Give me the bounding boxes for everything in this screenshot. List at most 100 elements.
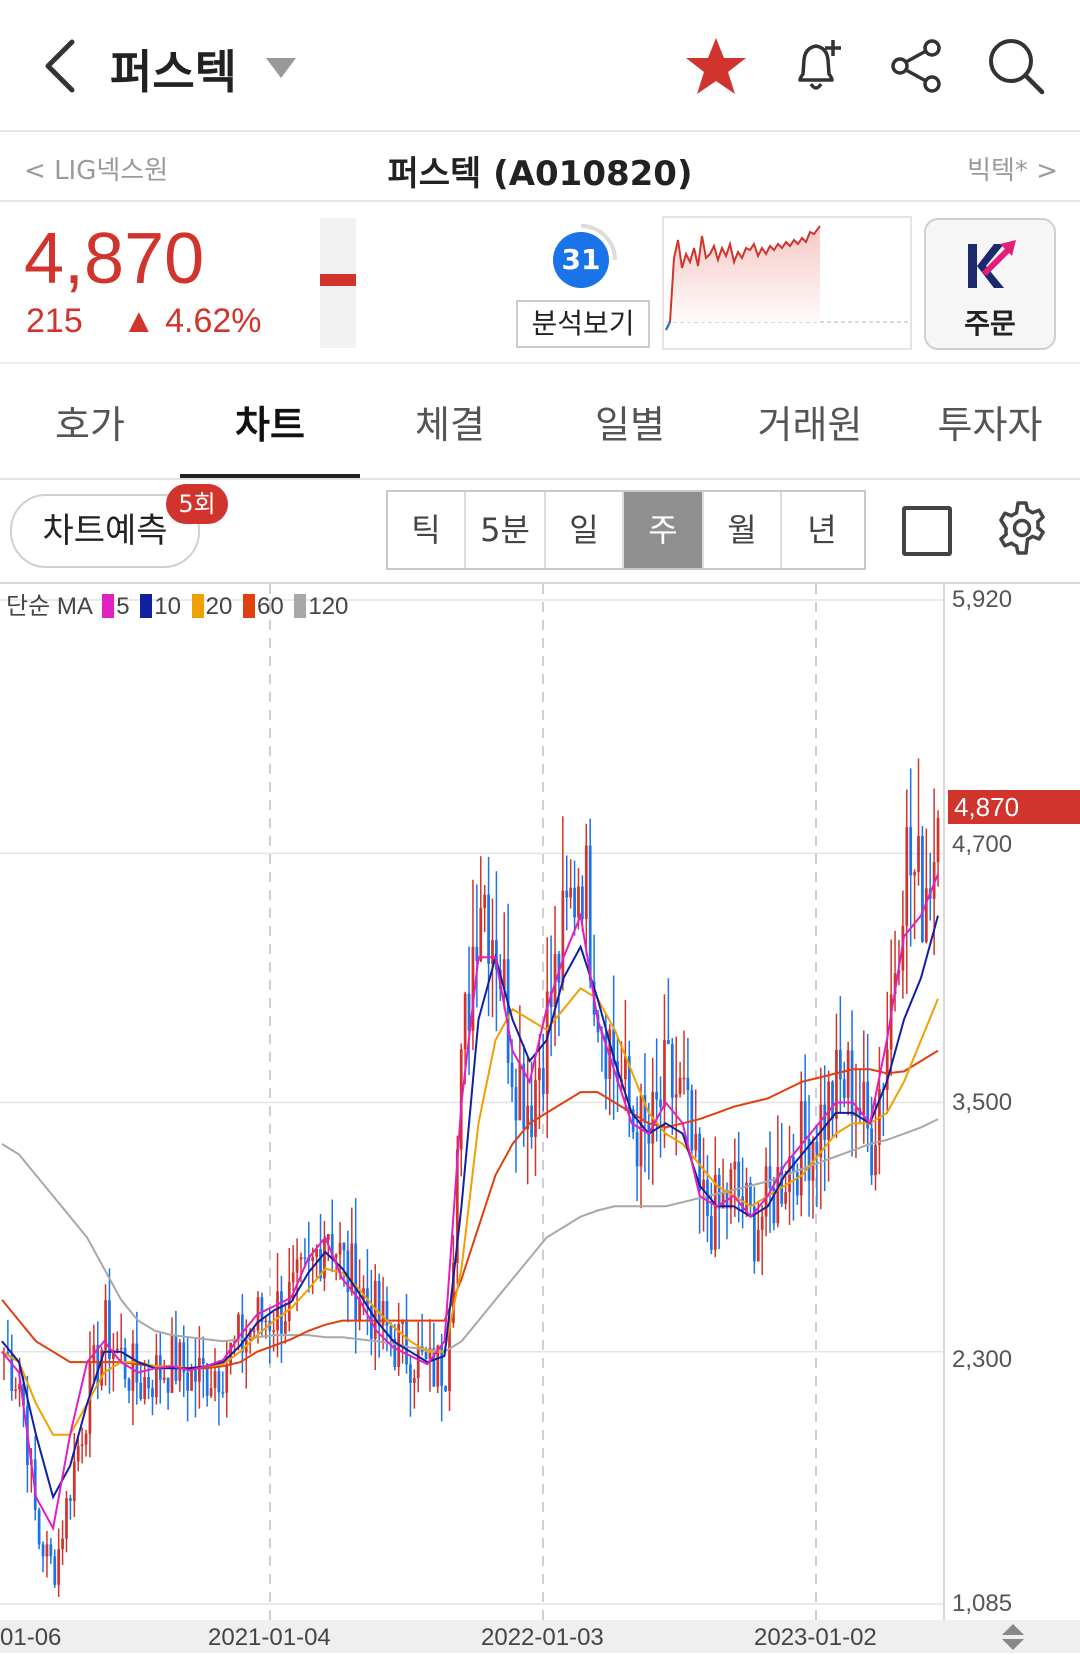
candle-body (280, 1291, 283, 1334)
candle-body (768, 1166, 772, 1189)
order-button[interactable]: 주문 (924, 218, 1056, 350)
candle-body (569, 887, 573, 898)
tab-brokers[interactable]: 거래원 (757, 403, 863, 447)
candle-body (315, 1249, 318, 1257)
candle-body (334, 1254, 338, 1258)
candle-body (784, 1192, 787, 1204)
prev-stock-link[interactable]: < LIG넥스원 (24, 156, 169, 186)
candle-body (76, 1446, 80, 1462)
candle-body (752, 1206, 756, 1262)
candle-body (401, 1319, 404, 1324)
candle-body (198, 1358, 201, 1382)
period-5min[interactable]: 5분 (466, 492, 546, 568)
candle-body (225, 1365, 229, 1393)
intraday-sparkline[interactable] (662, 216, 912, 350)
price-range-bar (320, 218, 356, 348)
period-week[interactable]: 주 (624, 492, 704, 568)
candle-body (100, 1350, 104, 1386)
legend-swatch-ma20 (191, 594, 204, 618)
candle-body (815, 1141, 819, 1158)
candle-body (573, 887, 576, 918)
star-favorite-icon[interactable] (684, 34, 748, 98)
candle-body (252, 1330, 256, 1333)
candle-body (518, 1063, 522, 1121)
candle-body (436, 1345, 440, 1387)
chevron-down-icon[interactable] (266, 58, 296, 78)
legend-ma60: 60 (256, 593, 284, 620)
candle-body (37, 1509, 41, 1545)
page-title[interactable]: 퍼스텍 (110, 45, 237, 99)
candle-body (311, 1256, 315, 1262)
candle-body (475, 946, 479, 962)
tab-investors[interactable]: 투자자 (937, 403, 1043, 447)
candle-body (639, 1095, 643, 1167)
legend-ma10: 10 (154, 593, 181, 620)
candle-body (455, 1149, 459, 1263)
candle-body (936, 818, 940, 863)
period-year[interactable]: 년 (807, 511, 837, 549)
candle-body (874, 1144, 877, 1176)
candle-body (69, 1498, 72, 1502)
tab-orderbook[interactable]: 호가 (55, 403, 125, 447)
candle-body (581, 886, 584, 920)
fullscreen-square-icon[interactable] (902, 506, 952, 556)
candle-body (663, 1040, 666, 1108)
candle-body (295, 1259, 299, 1273)
candle-body (342, 1242, 346, 1251)
next-stock-link[interactable]: 빅텍* > (967, 156, 1058, 186)
gear-icon[interactable] (994, 500, 1050, 556)
period-tick[interactable]: 틱 (388, 492, 466, 568)
price-chart-area[interactable] (0, 582, 1080, 1655)
legend-swatch-ma120 (294, 594, 307, 618)
candle-body (565, 890, 569, 898)
candle-body (588, 845, 592, 982)
tab-chart[interactable]: 차트 (235, 403, 305, 447)
candle-body (108, 1300, 111, 1359)
candle-body (471, 946, 475, 1031)
candle-body (194, 1369, 197, 1382)
candle-body (835, 1049, 838, 1119)
candle-body (303, 1257, 307, 1259)
candle-body (932, 862, 936, 899)
candle-body (393, 1338, 397, 1368)
candle-body (541, 1067, 545, 1094)
candle-body (237, 1314, 240, 1341)
tab-daily[interactable]: 일별 (595, 403, 665, 447)
candle-body (186, 1372, 190, 1391)
ma-line-ma20 (1, 986, 939, 1436)
scroll-arrows-icon[interactable] (1000, 1622, 1026, 1652)
legend-ma20: 20 (205, 593, 233, 620)
candle-body (764, 1166, 768, 1217)
candle-body (577, 886, 580, 918)
tab-trades[interactable]: 체결 (415, 403, 485, 447)
bell-add-icon[interactable] (786, 34, 850, 98)
period-month[interactable]: 월 (704, 492, 782, 568)
candle-body (506, 959, 510, 1063)
candle-body (104, 1300, 107, 1351)
candle-body (299, 1257, 303, 1260)
candle-body (526, 1105, 530, 1130)
share-icon[interactable] (886, 34, 950, 98)
candle-body (885, 1049, 889, 1090)
period-day[interactable]: 일 (546, 492, 624, 568)
candle-body (182, 1342, 186, 1373)
candlestick-chart[interactable] (0, 584, 1080, 1620)
legend-swatch-ma10 (140, 594, 153, 618)
analysis-score-badge[interactable]: 31 (553, 232, 609, 288)
candle-body (741, 1196, 744, 1211)
candle-body (221, 1392, 225, 1394)
candle-body (143, 1376, 147, 1400)
candle-body (495, 940, 498, 970)
candle-body (409, 1364, 412, 1383)
search-icon[interactable] (984, 34, 1048, 98)
candle-body (780, 1166, 784, 1204)
candle-body (745, 1182, 748, 1211)
candle-body (424, 1351, 428, 1360)
candle-body (72, 1461, 76, 1502)
analyze-button[interactable]: 분석보기 (516, 300, 650, 348)
candle-body (389, 1325, 393, 1339)
back-arrow-icon[interactable] (40, 38, 80, 94)
candle-body (381, 1301, 385, 1326)
candle-body (670, 1044, 674, 1098)
legend-ma120: 120 (308, 593, 349, 620)
